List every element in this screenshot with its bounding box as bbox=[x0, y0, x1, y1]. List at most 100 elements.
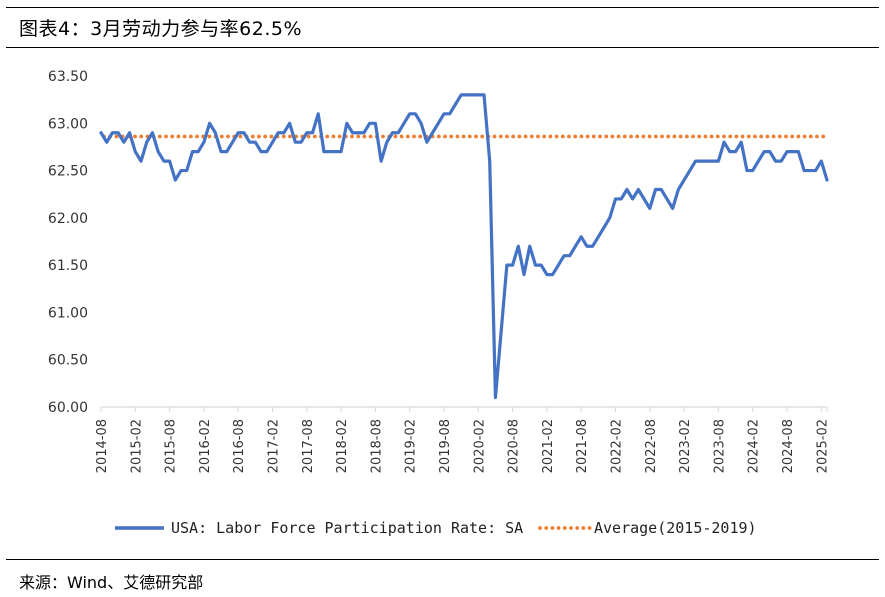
average-dot bbox=[399, 134, 404, 139]
average-dot bbox=[573, 134, 578, 139]
top-rule bbox=[6, 7, 879, 8]
x-tick-label: 2015-02 bbox=[129, 419, 144, 473]
x-tick-label: 2021-08 bbox=[575, 419, 590, 473]
x-tick-label: 2016-02 bbox=[198, 419, 213, 473]
average-dot bbox=[114, 134, 119, 139]
x-tick-label: 2019-08 bbox=[438, 419, 453, 473]
legend: USA: Labor Force Participation Rate: SA … bbox=[115, 519, 757, 537]
x-tick-label: 2024-08 bbox=[781, 419, 796, 473]
legend-average-dot bbox=[556, 526, 561, 530]
average-dot bbox=[821, 134, 826, 139]
average-dot bbox=[412, 134, 416, 139]
average-dot bbox=[591, 134, 596, 139]
average-dot bbox=[660, 134, 664, 139]
average-dot bbox=[474, 134, 478, 139]
average-dot bbox=[536, 134, 540, 139]
average-dot bbox=[629, 134, 633, 139]
x-tick-label: 2015-08 bbox=[164, 419, 179, 473]
average-dot bbox=[405, 134, 410, 139]
average-dot bbox=[306, 134, 311, 139]
average-dot bbox=[529, 134, 534, 139]
average-dot bbox=[331, 134, 336, 139]
usa-series bbox=[99, 93, 829, 400]
average-dot bbox=[492, 134, 497, 139]
y-tick-label: 60.00 bbox=[48, 400, 88, 416]
average-dot bbox=[784, 134, 788, 139]
x-tick-label: 2018-02 bbox=[335, 419, 350, 473]
average-dot bbox=[579, 134, 584, 139]
average-dot bbox=[219, 134, 224, 139]
average-dot bbox=[325, 134, 330, 139]
chart-header-title: 图表4：3月劳动力参与率62.5% bbox=[19, 18, 303, 40]
usa-series-line bbox=[99, 93, 829, 400]
legend-average-dot bbox=[550, 526, 555, 530]
average-dot bbox=[511, 134, 516, 139]
average-dot bbox=[796, 134, 801, 139]
footer-rule bbox=[6, 559, 879, 560]
average-dot bbox=[449, 134, 454, 139]
average-dot bbox=[337, 134, 342, 139]
average-dot bbox=[790, 134, 795, 139]
average-dot bbox=[176, 134, 181, 139]
average-dot bbox=[647, 134, 652, 139]
legend-average-dot bbox=[538, 526, 542, 530]
average-dot bbox=[709, 134, 714, 139]
average-dot bbox=[697, 134, 702, 139]
legend-average-dot bbox=[569, 526, 573, 530]
average-dot bbox=[722, 134, 726, 139]
average-dot bbox=[250, 134, 255, 139]
average-dot bbox=[461, 134, 466, 139]
x-tick-label: 2019-02 bbox=[404, 419, 419, 473]
x-tick-label: 2020-02 bbox=[472, 419, 487, 473]
average-dot bbox=[133, 134, 137, 139]
average-series bbox=[102, 134, 826, 139]
average-dot bbox=[641, 134, 646, 139]
average-dot bbox=[604, 134, 609, 139]
average-dot bbox=[350, 134, 354, 139]
average-dot bbox=[548, 134, 553, 139]
y-tick-label: 60.50 bbox=[48, 353, 88, 369]
average-dot bbox=[523, 134, 528, 139]
average-dot bbox=[207, 134, 212, 139]
average-dot bbox=[170, 134, 175, 139]
average-dot bbox=[808, 134, 813, 139]
average-dot bbox=[467, 134, 472, 139]
average-dot bbox=[635, 134, 640, 139]
average-dot bbox=[672, 134, 677, 139]
average-dot bbox=[281, 134, 286, 139]
average-dot bbox=[746, 134, 751, 139]
average-dot bbox=[368, 134, 373, 139]
average-dot bbox=[188, 134, 193, 139]
x-axis: 2014-08 2015-02 2015-08 2016-02 2016-08 2017-… bbox=[95, 406, 830, 473]
average-dot bbox=[356, 134, 361, 139]
average-dot bbox=[381, 134, 385, 139]
x-tick-label: 2020-08 bbox=[507, 419, 522, 473]
average-dot bbox=[436, 134, 441, 139]
y-tick-label: 63.00 bbox=[48, 116, 88, 132]
average-dot bbox=[771, 134, 776, 139]
average-dot bbox=[195, 134, 199, 139]
average-dot bbox=[393, 134, 398, 139]
average-dot bbox=[498, 134, 503, 139]
source-note: 来源：Wind、艾德研究部 bbox=[19, 573, 204, 592]
average-dot bbox=[802, 134, 807, 139]
x-tick-label: 2016-08 bbox=[232, 419, 247, 473]
y-tick-label: 61.00 bbox=[48, 305, 88, 321]
average-dot bbox=[164, 134, 168, 139]
average-dot bbox=[312, 134, 317, 139]
legend-average-dot bbox=[587, 526, 592, 530]
average-dot bbox=[263, 134, 268, 139]
average-dot bbox=[455, 134, 460, 139]
legend-label-usa: USA: Labor Force Participation Rate: SA bbox=[171, 519, 523, 537]
average-dot bbox=[554, 134, 559, 139]
x-tick-label: 2018-08 bbox=[369, 419, 384, 473]
average-dot bbox=[226, 134, 230, 139]
y-tick-label: 63.50 bbox=[48, 69, 88, 85]
average-dot bbox=[777, 134, 782, 139]
legend-average-dot bbox=[581, 526, 586, 530]
average-dot bbox=[598, 134, 602, 139]
legend-swatch-average bbox=[538, 526, 592, 530]
average-dot bbox=[443, 134, 447, 139]
average-dot bbox=[480, 134, 485, 139]
